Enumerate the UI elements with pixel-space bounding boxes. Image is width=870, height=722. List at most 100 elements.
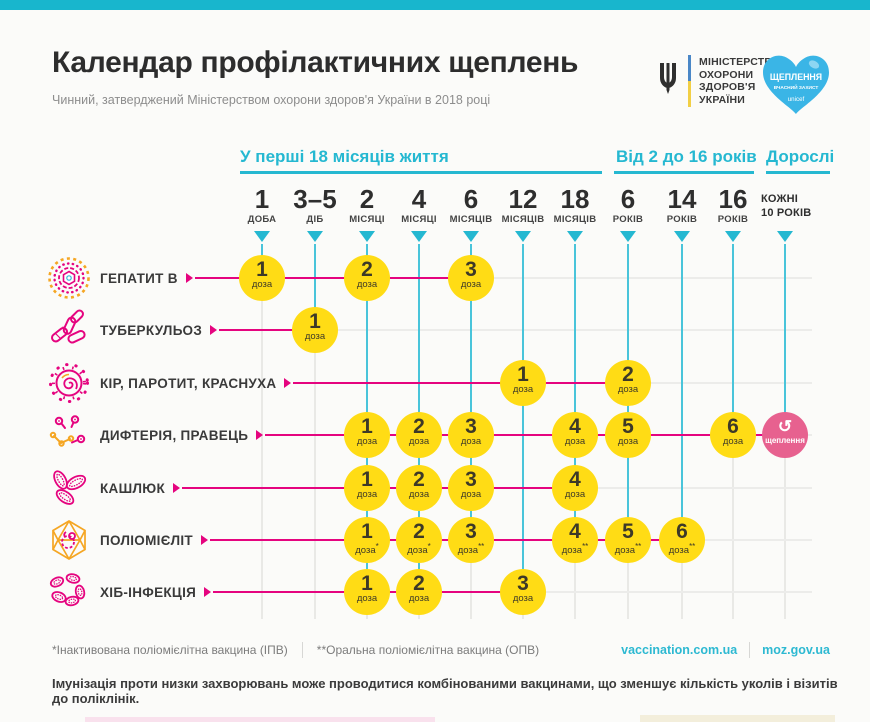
polio-icon: [46, 517, 92, 563]
dose-number: 1: [361, 468, 373, 491]
row-arrow-icon: [284, 378, 292, 388]
age-column-unit: РОКІВ: [717, 214, 749, 225]
age-column-unit: МІСЯЦІВ: [553, 214, 597, 225]
dose-word: доза: [304, 331, 326, 342]
measles-icon: [46, 360, 92, 406]
pertussis-icon: [46, 465, 92, 511]
dose-number: 5: [622, 520, 634, 543]
column-timeline-line-faded: [627, 540, 629, 619]
column-timeline-line: [784, 244, 786, 435]
vaccine-timeline-line: [293, 382, 628, 384]
dose-word: доза**: [561, 542, 589, 557]
vaccine-timeline-line-faded: [471, 277, 812, 279]
column-marker-triangle-icon: [254, 231, 270, 242]
dose-number: 3: [465, 520, 477, 543]
dose-word: доза**: [614, 542, 642, 557]
cutoff-fragment-left: [85, 717, 435, 722]
column-timeline-line-faded: [314, 330, 316, 619]
heart-logo-subtitle: ВЧАСНИЙ ЗАХИСТ: [774, 83, 819, 91]
ministry-logo-text: МІНІСТЕРСТВО ОХОРОНИ ЗДОРОВ'Я УКРАЇНИ: [699, 56, 781, 106]
dose-marker: 6 доза: [710, 412, 756, 458]
dose-number: 4: [569, 415, 581, 438]
dose-number: 4: [569, 468, 581, 491]
dose-marker: 1 доза: [239, 255, 285, 301]
vaccine-timeline-line-faded: [315, 329, 812, 331]
revaccination-word: щеплення: [765, 436, 805, 445]
dose-number: 3: [517, 572, 529, 595]
flag-divider: [688, 55, 691, 107]
dose-word: доза: [617, 436, 639, 447]
dose-marker: 3 доза**: [448, 517, 494, 563]
dose-number: 3: [465, 415, 477, 438]
dose-word: доза: [251, 279, 273, 290]
dose-marker: 2 доза: [605, 360, 651, 406]
dose-number: 3: [465, 468, 477, 491]
column-marker-triangle-icon: [620, 231, 636, 242]
vaccine-row-label: ДИФТЕРІЯ, ПРАВЕЦЬ: [100, 425, 264, 445]
tuberculosis-icon: [46, 307, 92, 353]
dose-marker: 2 доза: [396, 569, 442, 615]
age-column-value: 18: [560, 184, 590, 214]
column-marker-triangle-icon: [725, 231, 741, 242]
row-arrow-icon: [210, 325, 218, 335]
dose-word: доза: [408, 593, 430, 604]
dose-word: доза: [460, 279, 482, 290]
section-header-adults: Дорослі: [766, 147, 835, 166]
dose-word: доза: [356, 593, 378, 604]
dose-number: 6: [676, 520, 688, 543]
dose-marker: 1 доза: [344, 412, 390, 458]
vaccine-row-label: КАШЛЮК: [100, 478, 180, 498]
unicef-wordmark: unicef: [788, 96, 805, 103]
column-timeline-line: [522, 244, 524, 592]
vaccine-timeline-line: [210, 539, 682, 541]
dose-number: 4: [569, 520, 581, 543]
age-column-unit: РОКІВ: [666, 214, 698, 225]
dose-marker: 2 доза*: [396, 517, 442, 563]
dose-number: 1: [361, 415, 373, 438]
age-column-unit: МІСЯЦІ: [349, 214, 385, 225]
dose-marker: 1 доза: [292, 307, 338, 353]
vaccine-row-label: КІР, ПАРОТИТ, КРАСНУХА: [100, 373, 292, 393]
dose-marker: 2 доза: [396, 465, 442, 511]
dose-marker: 5 доза: [605, 412, 651, 458]
dose-marker: 4 доза: [552, 412, 598, 458]
dose-word: доза: [460, 489, 482, 500]
column-timeline-line: [574, 244, 576, 540]
column-marker-triangle-icon: [359, 231, 375, 242]
dose-marker: 2 доза: [344, 255, 390, 301]
vaccine-name: ДИФТЕРІЯ, ПРАВЕЦЬ: [100, 427, 249, 443]
dose-marker: 6 доза**: [659, 517, 705, 563]
revaccination-marker: ↺ щеплення: [762, 412, 808, 458]
footnotes: *Інактивована поліомієлітна вакцина (ІПВ…: [52, 642, 539, 658]
row-arrow-icon: [204, 587, 212, 597]
dose-marker: 3 доза: [448, 465, 494, 511]
dose-word: доза: [408, 436, 430, 447]
dose-marker: 3 доза: [448, 255, 494, 301]
vaccine-name: ХІБ-ІНФЕКЦІЯ: [100, 584, 197, 600]
dose-word: доза: [512, 593, 534, 604]
dose-word: доза: [356, 436, 378, 447]
row-arrow-icon: [200, 535, 208, 545]
age-column-unit: ДОБА: [247, 214, 277, 225]
dose-number: 2: [413, 572, 425, 595]
column-marker-triangle-icon: [515, 231, 531, 242]
link-moz-site[interactable]: moz.gov.ua: [762, 643, 830, 657]
link-vaccination-site[interactable]: vaccination.com.ua: [621, 643, 738, 657]
vaccine-row-label: ХІБ-ІНФЕКЦІЯ: [100, 582, 212, 602]
dose-word: доза: [564, 436, 586, 447]
vaccine-name: ТУБЕРКУЛЬОЗ: [100, 322, 203, 338]
hepatitis-b-icon: [46, 255, 92, 301]
dose-word: доза**: [668, 542, 696, 557]
website-links: vaccination.com.ua moz.gov.ua: [621, 642, 830, 658]
age-column-value: 1: [254, 184, 270, 214]
vaccine-name: КІР, ПАРОТИТ, КРАСНУХА: [100, 375, 277, 391]
dose-number: 2: [413, 468, 425, 491]
age-column-value: 12: [508, 184, 538, 214]
vaccine-timeline-line: [265, 434, 785, 436]
dose-word: доза: [460, 436, 482, 447]
age-column-unit: МІСЯЦІВ: [501, 214, 545, 225]
vaccine-timeline-line-faded: [682, 539, 812, 541]
unicef-heart-logo: ЩЕПЛЕННЯ ВЧАСНИЙ ЗАХИСТ unicef: [758, 48, 834, 125]
age-column-value: 3–5: [293, 184, 337, 214]
